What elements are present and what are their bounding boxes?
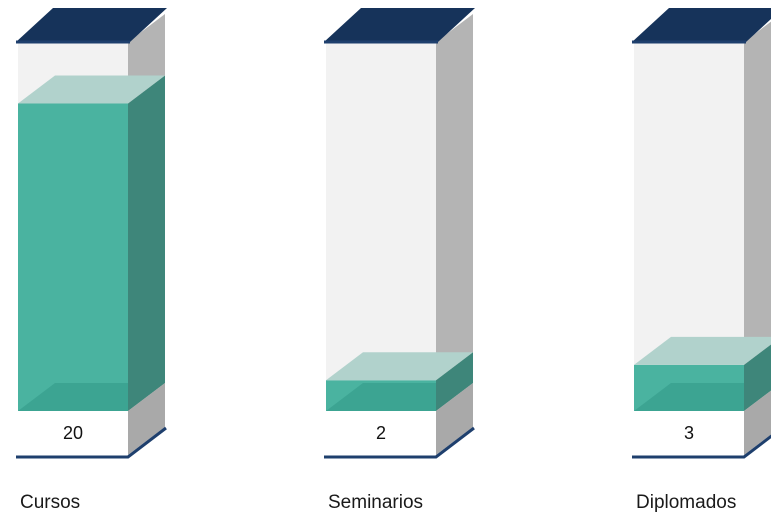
bar-floor-cursos	[18, 383, 128, 411]
base-side-diplomados	[744, 390, 771, 455]
bar-top-cursos	[18, 75, 165, 104]
bar-side-seminarios	[436, 352, 473, 411]
bar-side-cursos	[128, 75, 165, 411]
tube-cap-cursos	[16, 8, 167, 42]
base-edge-seminarios	[324, 426, 475, 459]
data-label-cursos: 20	[63, 423, 83, 443]
bar-cursos	[18, 103, 128, 411]
base-front-diplomados	[634, 411, 744, 455]
base-edge-cursos	[16, 426, 167, 459]
base-side-seminarios	[436, 383, 473, 455]
base-front-cursos	[18, 411, 128, 455]
base-front-seminarios	[326, 411, 436, 455]
tube-cap-diplomados	[632, 8, 771, 42]
tube-side-diplomados	[744, 21, 771, 411]
bar-top-seminarios	[326, 352, 473, 381]
bar-side-diplomados	[744, 344, 771, 411]
data-label-diplomados: 3	[684, 423, 694, 443]
tube-front-seminarios	[326, 42, 436, 411]
bar-floor-seminarios	[326, 383, 436, 411]
base-edge-diplomados	[632, 434, 771, 459]
category-label-cursos: Cursos	[20, 492, 80, 513]
data-label-seminarios: 2	[376, 423, 386, 443]
category-label-diplomados: Diplomados	[636, 492, 736, 513]
bar-floor-diplomados	[634, 383, 744, 411]
tube-side-seminarios	[436, 14, 473, 411]
base-side-cursos	[128, 383, 165, 455]
category-label-seminarios: Seminarios	[328, 492, 423, 513]
bar-top-diplomados	[634, 336, 771, 365]
tube-cap-seminarios	[324, 8, 475, 42]
